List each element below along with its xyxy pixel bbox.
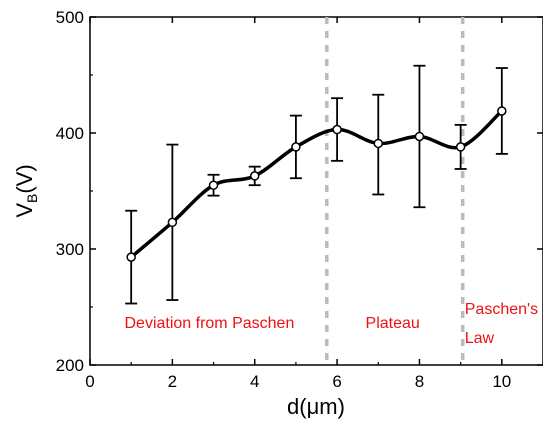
region-annotations: Deviation from Paschen Plateau Paschen's La…: [124, 301, 538, 347]
x-tick-label: 10: [492, 372, 511, 391]
data-series: [125, 64, 508, 305]
axes: 0 2 4 6 8 10 200 300 400 500: [56, 8, 543, 391]
data-point: [126, 252, 136, 262]
data-point: [208, 180, 219, 190]
y-tick-label: 500: [56, 8, 84, 27]
y-tick-label: 300: [56, 240, 84, 259]
y-axis-label-main: V: [12, 203, 37, 218]
y-axis-label-unit: (V): [12, 164, 37, 193]
region-label: Paschen's: [465, 301, 538, 318]
data-point: [373, 138, 384, 149]
data-point: [414, 131, 425, 142]
x-tick-label: 2: [168, 372, 177, 391]
x-tick-label: 4: [250, 372, 259, 391]
region-label-line2: Law: [465, 330, 495, 347]
x-tick-label: 6: [332, 372, 341, 391]
y-tick-label: 400: [56, 124, 84, 143]
data-point: [249, 171, 260, 181]
region-label: Plateau: [366, 315, 420, 332]
x-tick-label: 8: [415, 372, 424, 391]
data-point: [167, 217, 178, 228]
y-tick-label: 200: [56, 356, 84, 375]
y-axis-label-subscript: B: [24, 194, 40, 203]
x-axis-label: d(μm): [287, 394, 345, 419]
x-tick-label: 0: [85, 372, 94, 391]
data-point: [332, 124, 342, 135]
y-axis-label: VB(V): [12, 164, 40, 217]
region-dividers: [325, 17, 465, 365]
series-line: [130, 109, 504, 259]
data-point: [291, 142, 301, 152]
region-label: Deviation from Paschen: [124, 315, 294, 332]
plot-area: [89, 16, 543, 366]
data-point: [497, 106, 507, 116]
data-point: [455, 142, 466, 152]
